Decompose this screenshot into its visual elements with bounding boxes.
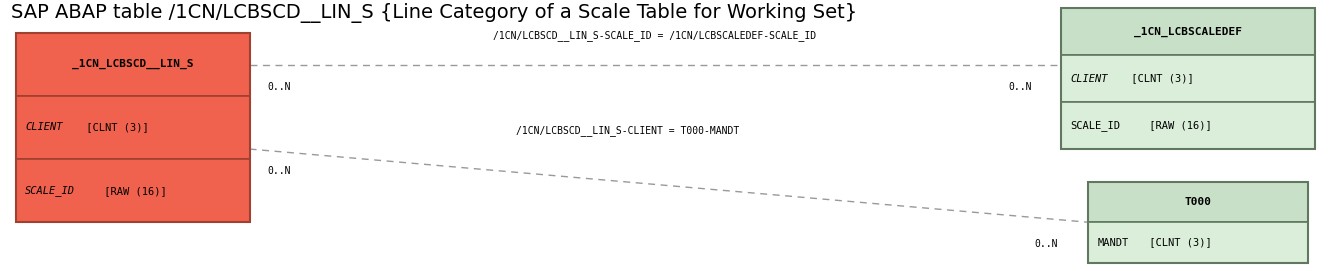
Text: 0..N: 0..N [267, 166, 291, 176]
Text: T000: T000 [1184, 197, 1212, 207]
Text: [CLNT (3)]: [CLNT (3)] [1143, 238, 1211, 247]
Text: [CLNT (3)]: [CLNT (3)] [80, 122, 148, 132]
FancyBboxPatch shape [16, 96, 250, 159]
Text: /1CN/LCBSCD__LIN_S-CLIENT = T000-MANDT: /1CN/LCBSCD__LIN_S-CLIENT = T000-MANDT [515, 125, 740, 136]
Text: [RAW (16)]: [RAW (16)] [97, 186, 167, 196]
Text: 0..N: 0..N [1035, 239, 1059, 249]
Text: /1CN/LCBSCD__LIN_S-SCALE_ID = /1CN/LCBSCALEDEF-SCALE_ID: /1CN/LCBSCD__LIN_S-SCALE_ID = /1CN/LCBSC… [493, 30, 816, 41]
FancyBboxPatch shape [1088, 222, 1308, 263]
Text: 0..N: 0..N [1008, 82, 1032, 92]
Text: _1CN_LCBSCD__LIN_S: _1CN_LCBSCD__LIN_S [72, 59, 194, 69]
FancyBboxPatch shape [1088, 182, 1308, 222]
Text: SCALE_ID: SCALE_ID [25, 185, 75, 196]
FancyBboxPatch shape [1061, 102, 1315, 149]
Text: _1CN_LCBSCALEDEF: _1CN_LCBSCALEDEF [1135, 27, 1242, 37]
Text: [CLNT (3)]: [CLNT (3)] [1125, 74, 1193, 83]
Text: SCALE_ID: SCALE_ID [1071, 120, 1120, 131]
Text: CLIENT: CLIENT [25, 122, 63, 132]
FancyBboxPatch shape [16, 159, 250, 222]
FancyBboxPatch shape [1061, 55, 1315, 102]
FancyBboxPatch shape [16, 33, 250, 96]
Text: [RAW (16)]: [RAW (16)] [1143, 121, 1212, 131]
Text: MANDT: MANDT [1097, 238, 1128, 247]
Text: CLIENT: CLIENT [1071, 74, 1108, 83]
FancyBboxPatch shape [1061, 8, 1315, 55]
Text: SAP ABAP table /1CN/LCBSCD__LIN_S {Line Category of a Scale Table for Working Se: SAP ABAP table /1CN/LCBSCD__LIN_S {Line … [11, 3, 857, 23]
Text: 0..N: 0..N [267, 82, 291, 92]
